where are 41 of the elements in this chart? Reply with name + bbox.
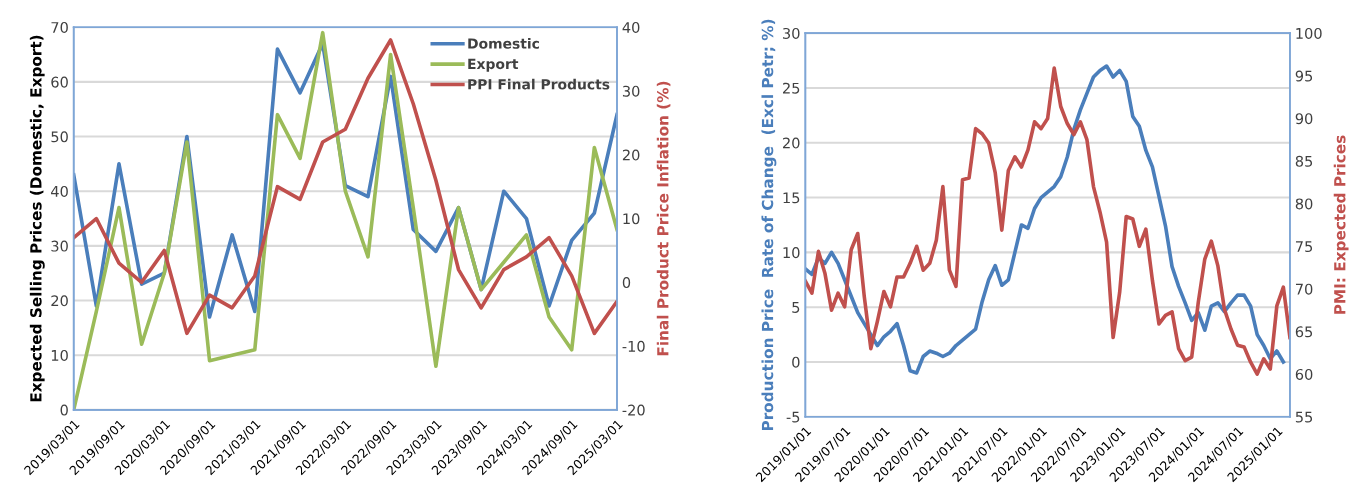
y2-tick-label: 60	[1295, 368, 1313, 380]
y2-tick-label: 30	[622, 85, 640, 97]
y2-tick-label: 55	[1295, 411, 1313, 423]
y2-axis-title: Final Product Price Inflation (%)	[656, 81, 671, 356]
y-tick-label: 0	[792, 356, 800, 368]
y2-tick-label: 75	[1295, 241, 1313, 253]
y-tick-label: 0	[60, 404, 68, 416]
legend-label: Export	[468, 58, 519, 72]
y2-tick-label: 100	[1296, 27, 1322, 39]
y-tick-label: 20	[51, 295, 68, 307]
y-tick-label: -5	[786, 411, 800, 423]
y2-tick-label: 40	[622, 21, 640, 33]
y2-tick-label: -10	[622, 340, 645, 352]
y-tick-label: 30	[51, 240, 68, 252]
y-tick-label: 5	[792, 302, 800, 313]
y2-tick-label: 85	[1295, 155, 1313, 167]
y2-tick-label: 20	[622, 149, 640, 161]
y-tick-label: 20	[783, 137, 800, 149]
y-tick-label: 15	[783, 192, 800, 204]
y-tick-label: 10	[51, 349, 68, 361]
y-tick-label: 60	[51, 76, 68, 88]
y2-tick-label: 90	[1295, 113, 1313, 125]
legend-label: Domestic	[468, 38, 539, 49]
legend-label: PPI Final Products	[468, 78, 610, 90]
y-tick-label: 25	[783, 82, 800, 94]
y-tick-label: 70	[51, 21, 68, 33]
y2-tick-label: 65	[1295, 326, 1313, 338]
y2-tick-label: 70	[1295, 283, 1313, 295]
y2-tick-label: 0	[622, 277, 631, 289]
y-tick-label: 10	[783, 247, 800, 259]
line-series	[73, 30, 617, 410]
y2-axis-title: PMI: Expected Prices	[1333, 135, 1349, 314]
y-tick-label: 40	[51, 185, 68, 197]
y2-tick-label: 10	[623, 213, 640, 225]
y2-tick-label: 80	[1295, 198, 1313, 210]
y-tick-label: 30	[783, 27, 800, 39]
y-tick-label: 50	[51, 131, 68, 143]
y2-tick-label: -20	[622, 404, 645, 416]
y2-tick-label: 95	[1295, 70, 1313, 82]
y-axis-title: Expected Selling Prices (Domestic, Export)	[29, 35, 45, 402]
y-axis-title: Production Price Rate of Change (Excl Petr; %)	[761, 19, 777, 431]
